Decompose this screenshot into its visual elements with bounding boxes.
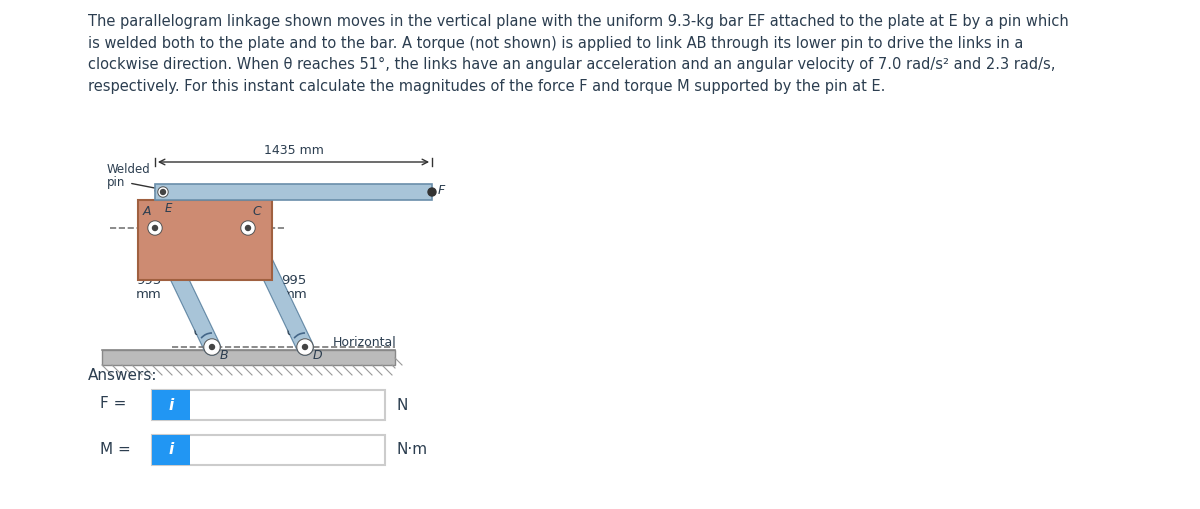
Circle shape bbox=[242, 222, 254, 234]
Circle shape bbox=[204, 339, 220, 355]
FancyBboxPatch shape bbox=[138, 200, 272, 280]
Text: N: N bbox=[397, 398, 408, 412]
FancyBboxPatch shape bbox=[152, 435, 385, 465]
Text: i: i bbox=[168, 442, 174, 458]
Text: F: F bbox=[438, 184, 445, 196]
Circle shape bbox=[149, 222, 161, 234]
Text: C: C bbox=[252, 205, 260, 218]
Circle shape bbox=[298, 339, 313, 355]
Circle shape bbox=[241, 221, 256, 235]
Text: θ: θ bbox=[287, 325, 295, 338]
Circle shape bbox=[302, 345, 307, 350]
Text: 995
mm: 995 mm bbox=[282, 273, 307, 301]
FancyBboxPatch shape bbox=[152, 435, 190, 465]
Text: θ: θ bbox=[194, 325, 202, 338]
Text: N·m: N·m bbox=[397, 442, 428, 458]
Text: D: D bbox=[313, 349, 323, 362]
FancyBboxPatch shape bbox=[155, 184, 432, 200]
Text: M =: M = bbox=[100, 441, 131, 457]
Text: Answers:: Answers: bbox=[88, 368, 157, 383]
Circle shape bbox=[161, 189, 166, 194]
FancyBboxPatch shape bbox=[102, 350, 395, 365]
Text: F =: F = bbox=[100, 397, 126, 411]
Circle shape bbox=[298, 340, 312, 354]
Text: B: B bbox=[220, 349, 229, 362]
Circle shape bbox=[246, 225, 251, 231]
FancyBboxPatch shape bbox=[152, 390, 385, 420]
Circle shape bbox=[210, 345, 215, 350]
Text: i: i bbox=[168, 398, 174, 412]
Text: 995
mm: 995 mm bbox=[136, 273, 162, 301]
Circle shape bbox=[158, 187, 168, 197]
Text: The parallelogram linkage shown moves in the vertical plane with the uniform 9.3: The parallelogram linkage shown moves in… bbox=[88, 14, 1069, 94]
Text: E: E bbox=[166, 202, 173, 215]
FancyBboxPatch shape bbox=[152, 390, 190, 420]
Circle shape bbox=[428, 188, 436, 196]
Text: Welded: Welded bbox=[107, 163, 151, 176]
Circle shape bbox=[158, 188, 167, 196]
Text: 1435 mm: 1435 mm bbox=[264, 144, 324, 157]
Circle shape bbox=[152, 225, 157, 231]
Text: A: A bbox=[143, 205, 151, 218]
Text: Horizontal: Horizontal bbox=[334, 336, 397, 350]
Text: pin: pin bbox=[107, 176, 125, 189]
Circle shape bbox=[148, 221, 162, 235]
Circle shape bbox=[205, 340, 220, 354]
